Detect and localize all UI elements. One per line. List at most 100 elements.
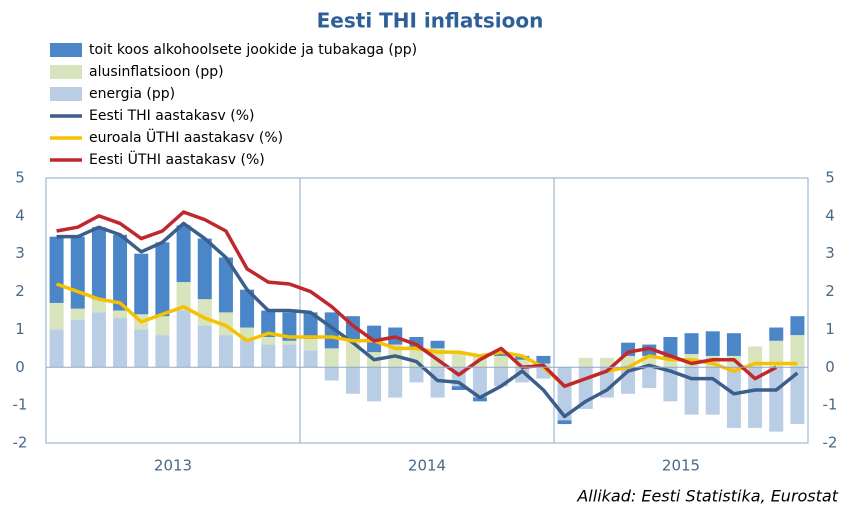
- bar-segment: [705, 331, 720, 356]
- bar-segment: [515, 359, 530, 368]
- bar-segment: [91, 312, 106, 368]
- legend-label: alusinflatsioon (pp): [89, 64, 224, 80]
- bar-segment: [663, 367, 678, 402]
- bar-segment: [155, 242, 170, 317]
- bar-segment: [684, 367, 699, 415]
- bar-segment: [578, 357, 593, 368]
- bar-segment: [409, 367, 424, 383]
- bar-segment: [303, 350, 318, 368]
- bar-segment: [91, 299, 106, 313]
- bar-segment: [769, 327, 784, 341]
- bar-segment: [70, 236, 85, 309]
- bar-segment: [303, 312, 318, 339]
- bar-segment: [494, 367, 509, 387]
- bar-segment: [790, 367, 805, 425]
- bar-segment: [155, 335, 170, 368]
- y-tick-label: 4: [15, 206, 25, 224]
- bar-segment: [155, 316, 170, 336]
- y-tick-label: 3: [15, 244, 25, 262]
- bar-segment: [536, 355, 551, 364]
- source: Allikad: Eesti Statistika, Eurostat: [576, 487, 838, 506]
- bar-segment: [176, 225, 191, 283]
- y2-tick-label: 5: [825, 169, 835, 187]
- bar-segment: [70, 319, 85, 368]
- bar-segment: [367, 367, 382, 402]
- plot-frame: [45, 177, 809, 444]
- bar-segment: [240, 289, 255, 328]
- bar-segment: [113, 234, 128, 311]
- line: [56, 210, 778, 388]
- legend-label: toit koos alkohoolsete jookide ja tubaka…: [89, 42, 417, 58]
- bar-segment: [621, 355, 636, 368]
- y2-tick-label: 4: [825, 206, 835, 224]
- bar-segment: [261, 337, 276, 345]
- bar-segment: [705, 367, 720, 415]
- bar-segment: [49, 329, 64, 368]
- bar-segment: [726, 367, 741, 428]
- chart-title: Eesti THI inflatsioon: [317, 9, 544, 33]
- bar-segment: [642, 355, 657, 368]
- bar-segment: [261, 310, 276, 337]
- bar-segment: [472, 367, 487, 398]
- bar-segment: [599, 357, 614, 368]
- bar-segment: [134, 253, 149, 315]
- bar-segment: [684, 333, 699, 355]
- bar-segment: [345, 367, 360, 394]
- bar-segment: [726, 333, 741, 356]
- y-tick-label: -2: [13, 434, 28, 452]
- bar-segment: [49, 236, 64, 303]
- bar-segment: [240, 338, 255, 368]
- bar-segment: [218, 335, 233, 368]
- bar-segment: [218, 257, 233, 313]
- legend-swatch: [50, 87, 82, 101]
- bar-segment: [197, 325, 212, 368]
- legend-swatch: [50, 43, 82, 57]
- bar-segment: [197, 238, 212, 300]
- bar-segment: [769, 340, 784, 368]
- bar-segment: [388, 367, 403, 398]
- y2-tick-label: 1: [825, 320, 835, 338]
- bar-segment: [430, 367, 445, 398]
- bar-segment: [282, 344, 297, 368]
- y-tick-label: -1: [13, 396, 28, 414]
- bar-segment: [324, 348, 339, 368]
- bar-segment: [494, 352, 509, 356]
- y2-tick-label: -2: [823, 434, 838, 452]
- bar-segment: [642, 344, 657, 356]
- bar-segment: [240, 327, 255, 339]
- legend-label: euroala ÜTHI aastakasv (%): [89, 128, 283, 146]
- bar-segment: [769, 367, 784, 432]
- y-tick-label: 5: [15, 169, 25, 187]
- bar-segment: [748, 367, 763, 428]
- y-tick-label: 1: [15, 320, 25, 338]
- bar-segment: [494, 355, 509, 368]
- y2-tick-label: -1: [823, 396, 838, 414]
- bar-segment: [557, 420, 572, 425]
- bar-segment: [113, 318, 128, 368]
- bar-segment: [113, 310, 128, 319]
- bar-segment: [282, 312, 297, 341]
- line: [56, 221, 799, 419]
- bar-segment: [282, 340, 297, 345]
- bar-segment: [49, 302, 64, 330]
- bar-segment: [324, 367, 339, 381]
- legend-label: Eesti THI aastakasv (%): [89, 108, 254, 124]
- y-tick-label: 0: [15, 358, 25, 376]
- bar-segment: [451, 386, 466, 390]
- bar-segment: [790, 316, 805, 336]
- bar-segment: [176, 282, 191, 311]
- bar-segment: [134, 329, 149, 368]
- bar-segment: [430, 340, 445, 349]
- bar-segment: [70, 308, 85, 320]
- bar-segment: [472, 397, 487, 402]
- x-group-label: 2014: [408, 457, 446, 475]
- legend-swatch: [50, 65, 82, 79]
- y-tick-label: 2: [15, 282, 25, 300]
- y2-tick-label: 0: [825, 358, 835, 376]
- bar-segment: [536, 367, 551, 379]
- bar-segment: [790, 335, 805, 368]
- bar-segment: [515, 367, 530, 383]
- bar-segment: [663, 359, 678, 368]
- bar-segment: [451, 352, 466, 368]
